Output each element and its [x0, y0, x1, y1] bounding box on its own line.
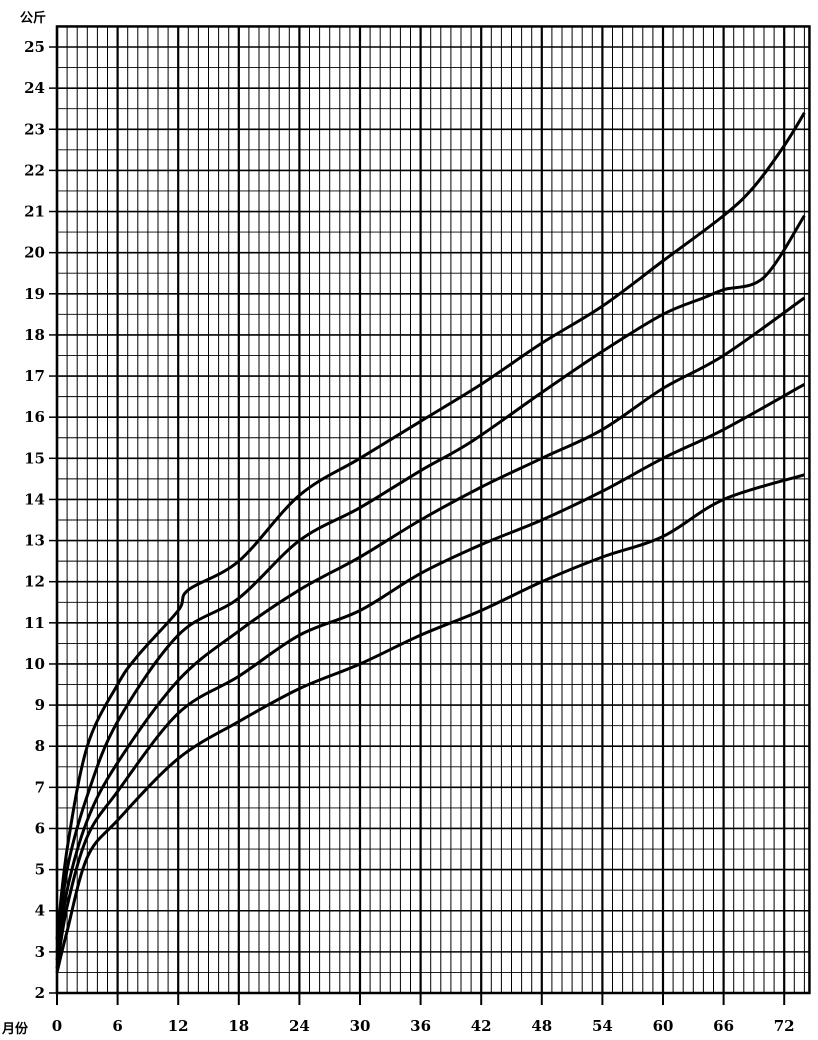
y-tick-label: 16 [24, 408, 45, 426]
y-tick-label: 9 [35, 696, 45, 714]
x-tick-label: 18 [228, 1017, 249, 1035]
series-line-5 [55, 473, 805, 973]
x-tick-label: 6 [112, 1017, 122, 1035]
y-tick-label: 25 [24, 38, 45, 56]
y-tick-label: 23 [24, 120, 45, 138]
y-axis-label: 公斤 [20, 10, 46, 26]
x-axis-label: 月份 [1, 1021, 29, 1037]
x-tick-label: 12 [168, 1017, 189, 1035]
y-tick-label: 14 [24, 490, 45, 508]
series-line-1 [55, 112, 806, 940]
y-tick-label: 22 [24, 161, 45, 179]
y-tick-label: 24 [24, 79, 45, 97]
y-tick-label: 20 [24, 244, 45, 262]
y-tick-label: 3 [35, 943, 45, 961]
x-tick-label: 0 [52, 1017, 62, 1035]
y-tick-label: 4 [35, 902, 45, 920]
series-line-3 [55, 296, 806, 961]
x-tick-label: 36 [410, 1017, 431, 1035]
y-tick-label: 10 [24, 655, 45, 673]
y-tick-label: 2 [35, 984, 45, 1002]
grid [55, 25, 810, 994]
y-tick-label: 6 [35, 819, 45, 837]
y-tick-label: 11 [24, 614, 45, 632]
y-tick-label: 7 [35, 778, 45, 796]
x-tick-label: 60 [653, 1017, 674, 1035]
tick-labels: 2345678910111213141516171819202122232425… [24, 38, 795, 1035]
y-tick-label: 8 [35, 737, 45, 755]
y-tick-label: 17 [24, 367, 45, 385]
x-tick-label: 48 [531, 1017, 552, 1035]
x-tick-label: 30 [350, 1017, 371, 1035]
plot-border [55, 25, 811, 995]
y-tick-label: 19 [24, 285, 45, 303]
x-tick-label: 24 [289, 1017, 310, 1035]
x-tick-label: 42 [471, 1017, 492, 1035]
x-tick-label: 72 [774, 1017, 795, 1035]
x-tick-label: 66 [713, 1017, 734, 1035]
series-lines [55, 112, 806, 973]
y-tick-label: 5 [35, 861, 45, 879]
axes [49, 25, 811, 1005]
y-tick-label: 21 [24, 203, 45, 221]
y-tick-label: 18 [24, 326, 45, 344]
y-tick-label: 12 [24, 573, 45, 591]
y-tick-label: 15 [24, 449, 45, 467]
y-tick-label: 13 [24, 532, 45, 550]
series-line-2 [55, 214, 806, 953]
series-line-4 [55, 382, 806, 969]
x-tick-label: 54 [592, 1017, 613, 1035]
